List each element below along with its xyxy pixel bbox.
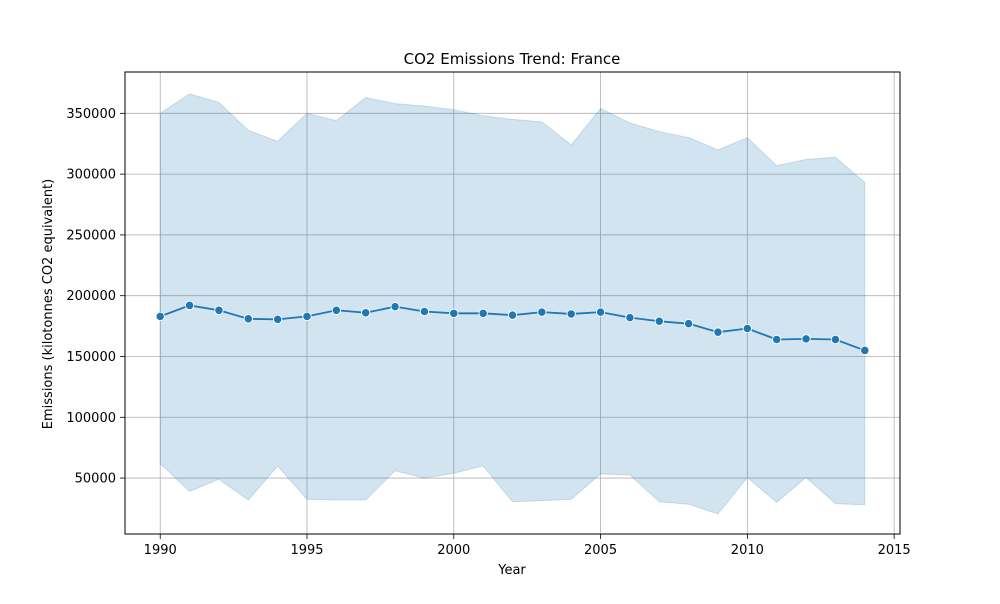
- data-point: [683, 319, 694, 329]
- data-point: [214, 305, 224, 315]
- data-point: [801, 334, 811, 344]
- y-axis-label: Emissions (kilotonnes CO2 equivalent): [41, 179, 56, 429]
- y-tick-label: 350000: [66, 107, 116, 122]
- x-tick-label: 2005: [584, 543, 617, 558]
- data-point: [243, 314, 253, 324]
- data-point: [449, 308, 459, 318]
- data-point: [595, 307, 606, 317]
- data-point: [566, 309, 576, 319]
- data-point: [537, 307, 547, 317]
- data-point: [419, 306, 430, 317]
- data-point: [713, 327, 723, 337]
- y-tick-label: 200000: [66, 289, 116, 304]
- x-tick-label: 2010: [731, 543, 764, 558]
- data-point: [155, 311, 165, 322]
- data-point: [654, 316, 664, 326]
- data-point: [478, 308, 488, 318]
- data-point: [742, 323, 752, 334]
- confidence-band: [159, 93, 866, 515]
- x-tick-label: 1990: [144, 543, 177, 558]
- y-tick-label: 300000: [66, 168, 116, 183]
- y-axis-ticks: 50000 100000 150000 200000 250000 300000 35000…: [66, 107, 125, 487]
- data-point: [390, 301, 400, 312]
- x-tick-label: 1995: [290, 543, 323, 558]
- data-point: [830, 334, 841, 345]
- data-point: [507, 310, 518, 320]
- grid: [125, 72, 900, 534]
- y-tick-label: 250000: [66, 228, 116, 243]
- confidence-band-layer: [159, 93, 866, 515]
- data-point: [625, 312, 635, 323]
- x-tick-label: 2000: [437, 543, 470, 558]
- chart-title: CO2 Emissions Trend: France: [404, 50, 621, 68]
- plot-area-frame: [124, 71, 901, 535]
- x-tick-label: 2015: [878, 543, 911, 558]
- data-point: [860, 345, 870, 356]
- y-tick-label: 100000: [66, 411, 116, 426]
- x-axis-ticks: 1990 1995 2000 2005 2010 2015: [144, 534, 911, 558]
- data-point: [361, 308, 371, 318]
- y-tick-label: 50000: [75, 472, 116, 487]
- y-tick-label: 150000: [66, 350, 116, 365]
- data-points-layer: [155, 300, 870, 356]
- data-point: [302, 311, 312, 322]
- data-point: [772, 334, 782, 345]
- data-point: [184, 300, 195, 311]
- data-point: [272, 314, 283, 325]
- x-axis-label: Year: [497, 563, 526, 578]
- data-point: [331, 305, 342, 315]
